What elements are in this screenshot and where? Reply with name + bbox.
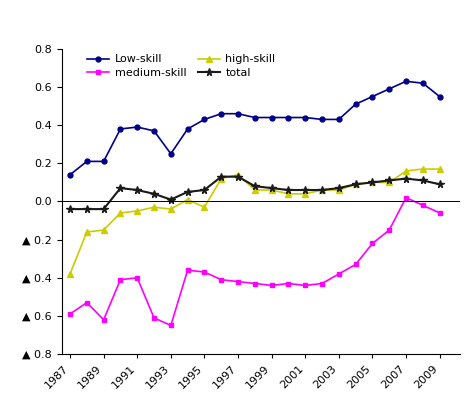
Legend: Low-skill, medium-skill, high-skill, total: Low-skill, medium-skill, high-skill, tot… xyxy=(87,55,275,78)
